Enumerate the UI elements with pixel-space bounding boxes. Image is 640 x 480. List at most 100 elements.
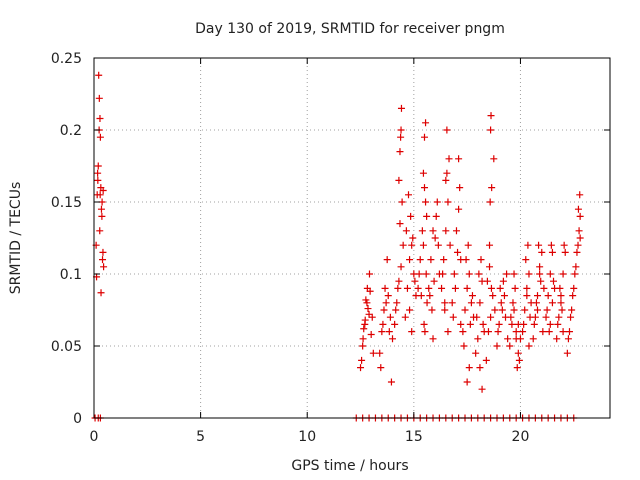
- data-point: [487, 284, 495, 292]
- data-point: [546, 320, 554, 328]
- data-point: [512, 328, 520, 336]
- data-point: [99, 256, 107, 264]
- data-point: [500, 292, 508, 300]
- data-point: [94, 169, 102, 177]
- data-point: [464, 241, 472, 249]
- y-tick-label: 0.1: [60, 267, 82, 283]
- x-tick-label: 5: [196, 429, 205, 445]
- data-point: [534, 292, 542, 300]
- data-point: [514, 349, 522, 357]
- data-point: [369, 349, 377, 357]
- data-point: [420, 320, 428, 328]
- data-point: [97, 205, 105, 213]
- x-axis-ticks: 0 5 10 15 20: [90, 58, 529, 445]
- data-point: [97, 289, 105, 297]
- data-point: [444, 328, 452, 336]
- data-point: [445, 155, 453, 163]
- y-tick-label: 0.25: [51, 51, 82, 67]
- data-point: [397, 104, 405, 112]
- data-point: [434, 241, 442, 249]
- data-point: [472, 349, 480, 357]
- data-point: [499, 277, 507, 285]
- y-tick-label: 0.2: [60, 123, 82, 139]
- data-point: [449, 313, 457, 321]
- data-point: [512, 335, 520, 343]
- data-point: [545, 328, 553, 336]
- data-point: [488, 184, 496, 192]
- data-point: [362, 296, 370, 304]
- data-point: [419, 241, 427, 249]
- data-point: [474, 335, 482, 343]
- data-point: [521, 306, 529, 314]
- data-point: [419, 169, 427, 177]
- data-point: [510, 306, 518, 314]
- data-point: [509, 299, 517, 307]
- data-point: [358, 356, 366, 364]
- data-point: [94, 162, 102, 170]
- data-point: [448, 299, 456, 307]
- data-point: [98, 212, 106, 220]
- data-point: [408, 241, 416, 249]
- data-point: [96, 227, 104, 235]
- data-point: [520, 320, 528, 328]
- data-point: [511, 284, 519, 292]
- data-point: [363, 284, 371, 292]
- data-point: [553, 335, 561, 343]
- data-point: [557, 292, 565, 300]
- data-point: [519, 328, 527, 336]
- data-point: [96, 133, 104, 141]
- data-point: [430, 277, 438, 285]
- data-point: [473, 313, 481, 321]
- data-point: [538, 248, 546, 256]
- data-point: [376, 349, 384, 357]
- data-point: [540, 284, 548, 292]
- data-points: [91, 71, 584, 422]
- data-point: [534, 306, 542, 314]
- data-point: [476, 364, 484, 372]
- data-point: [570, 284, 578, 292]
- data-point: [367, 330, 375, 338]
- data-point: [359, 335, 367, 343]
- data-point: [389, 335, 397, 343]
- data-point: [397, 263, 405, 271]
- data-point: [569, 292, 577, 300]
- data-point: [442, 227, 450, 235]
- data-point: [572, 263, 580, 271]
- data-point: [395, 176, 403, 184]
- data-point: [423, 299, 431, 307]
- data-point: [442, 176, 450, 184]
- data-point: [523, 292, 531, 300]
- data-point: [559, 270, 567, 278]
- data-point: [360, 325, 368, 333]
- data-point: [510, 270, 518, 278]
- data-point: [433, 198, 441, 206]
- data-point: [399, 241, 407, 249]
- data-point: [461, 306, 469, 314]
- data-point: [396, 220, 404, 228]
- data-point: [498, 306, 506, 314]
- data-point: [529, 335, 537, 343]
- data-point: [457, 320, 465, 328]
- data-point: [421, 328, 429, 336]
- data-point: [574, 205, 582, 213]
- data-point: [380, 306, 388, 314]
- data-point: [476, 299, 484, 307]
- data-point: [487, 112, 495, 120]
- data-point: [368, 313, 376, 321]
- y-tick-label: 0.15: [51, 195, 82, 211]
- data-point: [576, 212, 584, 220]
- data-point: [456, 184, 464, 192]
- data-point: [531, 313, 539, 321]
- data-point: [508, 320, 516, 328]
- data-point: [486, 241, 494, 249]
- data-point: [558, 306, 566, 314]
- data-point: [465, 364, 473, 372]
- data-point: [441, 299, 449, 307]
- data-point: [396, 148, 404, 156]
- data-point: [359, 342, 367, 350]
- data-point: [411, 277, 419, 285]
- data-point: [503, 270, 511, 278]
- data-point: [568, 306, 576, 314]
- data-point: [546, 270, 554, 278]
